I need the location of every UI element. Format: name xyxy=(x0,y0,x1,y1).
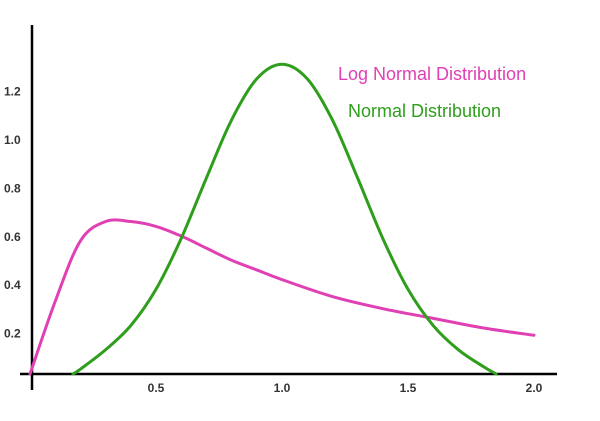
y-tick-label: 0.8 xyxy=(4,181,21,195)
x-tick-label: 1.5 xyxy=(400,381,417,395)
y-tick-label: 1.2 xyxy=(4,85,21,99)
y-tick-label: 0.6 xyxy=(4,230,21,244)
y-tick-label: 0.4 xyxy=(4,278,21,292)
normal-curve xyxy=(71,62,498,376)
x-tick-label: 1.0 xyxy=(274,381,291,395)
y-tick-label: 0.2 xyxy=(4,327,21,341)
legend-entry-log-normal: Log Normal Distribution xyxy=(338,64,526,84)
legend-entry-normal: Normal Distribution xyxy=(348,101,501,121)
y-tick-label: 1.0 xyxy=(4,133,21,147)
log-normal-curve xyxy=(28,218,536,376)
x-tick-label: 0.5 xyxy=(148,381,165,395)
x-tick-label: 2.0 xyxy=(526,381,543,395)
